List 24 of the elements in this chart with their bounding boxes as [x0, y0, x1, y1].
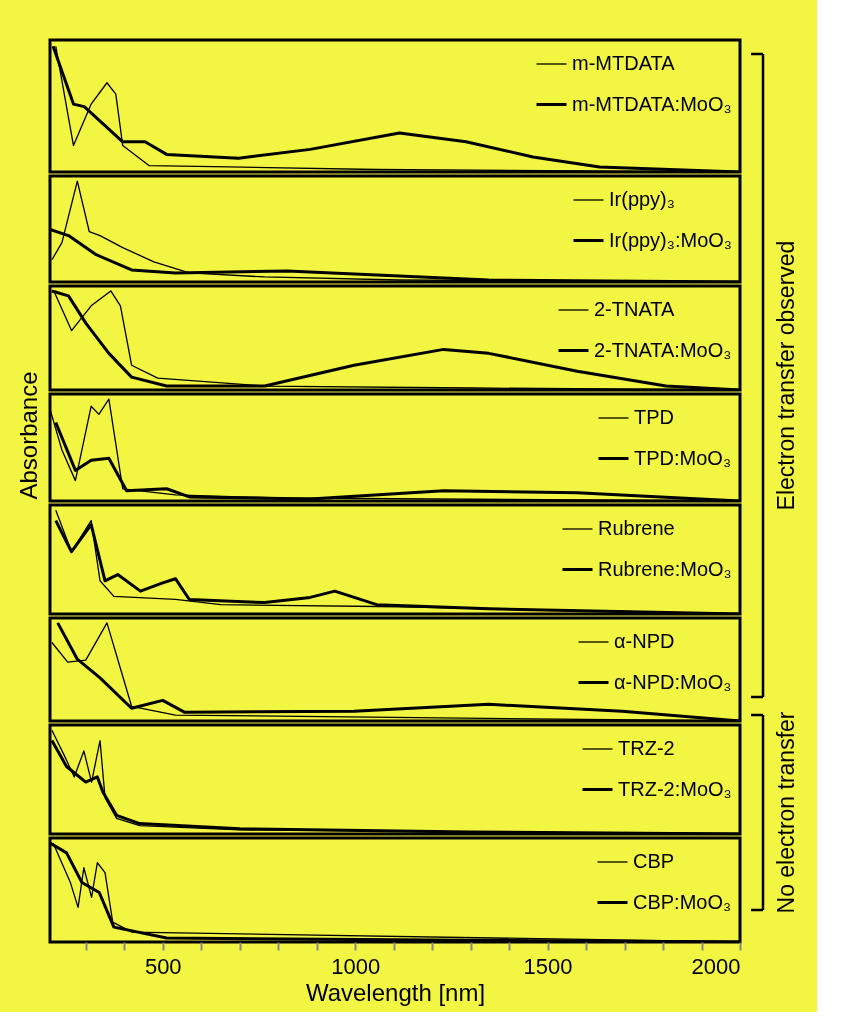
x-tick-label: 2000 [691, 953, 741, 979]
x-tick-label: 1000 [331, 953, 381, 979]
legend-label: TRZ-2:MoO₃ [618, 777, 732, 800]
legend-label: α-NPD [614, 630, 675, 652]
legend-label: m-MTDATA [572, 52, 676, 74]
legend-label: TPD [634, 406, 674, 428]
legend-label: TRZ-2 [618, 737, 675, 759]
legend-label: 2-TNATA [594, 298, 676, 320]
legend-label: 2-TNATA:MoO₃ [594, 338, 732, 361]
legend-label: Ir(ppy)₃ [609, 188, 675, 210]
x-tick-label: 1500 [523, 953, 573, 979]
legend-label: Ir(ppy)₃:MoO₃ [609, 228, 732, 251]
legend-label: CBP [633, 850, 675, 872]
x-axis-title: Wavelength [nm] [305, 978, 486, 1006]
legend-label: Rubrene [598, 517, 675, 539]
legend-label: m-MTDATA:MoO₃ [572, 92, 732, 115]
text: No electron transfer [773, 711, 799, 914]
text: Electron transfer observed [773, 240, 799, 511]
x-tick-label: 500 [144, 953, 182, 979]
legend-label: CBP:MoO₃ [633, 890, 732, 913]
legend-label: Rubrene:MoO₃ [598, 557, 732, 580]
legend-label: TPD:MoO₃ [634, 446, 732, 469]
legend-label: α-NPD:MoO₃ [614, 670, 732, 693]
y-axis-title: Absorbance [15, 371, 42, 500]
